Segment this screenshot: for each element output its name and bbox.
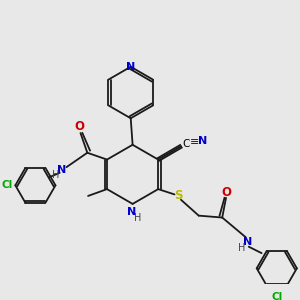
Text: N: N [243, 237, 252, 247]
Text: Cl: Cl [2, 180, 13, 190]
Text: C: C [182, 139, 190, 149]
Text: N: N [127, 207, 136, 217]
Text: H: H [52, 170, 60, 180]
Text: H: H [134, 212, 142, 223]
Text: O: O [75, 120, 85, 133]
Text: Cl: Cl [272, 292, 283, 300]
Text: H: H [238, 243, 246, 253]
Text: N: N [197, 136, 207, 146]
Text: N: N [57, 165, 67, 175]
Text: S: S [174, 189, 182, 203]
Text: O: O [221, 186, 231, 199]
Text: N: N [126, 62, 135, 72]
Text: ≡: ≡ [190, 137, 199, 147]
